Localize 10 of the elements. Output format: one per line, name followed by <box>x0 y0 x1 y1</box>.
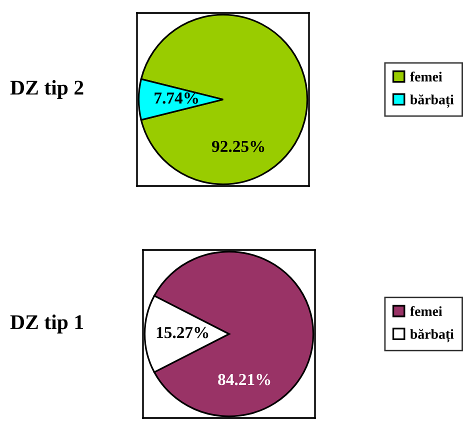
data-label: 7.74% <box>154 92 198 104</box>
legend-label: femei <box>410 306 442 316</box>
legend-label: bărbați <box>410 328 454 342</box>
text: DZ tip 2 <box>10 80 84 99</box>
legend-label: bărbați <box>410 94 454 108</box>
text: DZ tip 1 <box>10 314 84 334</box>
data-label: 84.21% <box>218 374 270 386</box>
data-label: 15.27% <box>156 326 208 338</box>
data-label: 92.25% <box>212 140 264 152</box>
legend-label: femei <box>410 72 442 82</box>
